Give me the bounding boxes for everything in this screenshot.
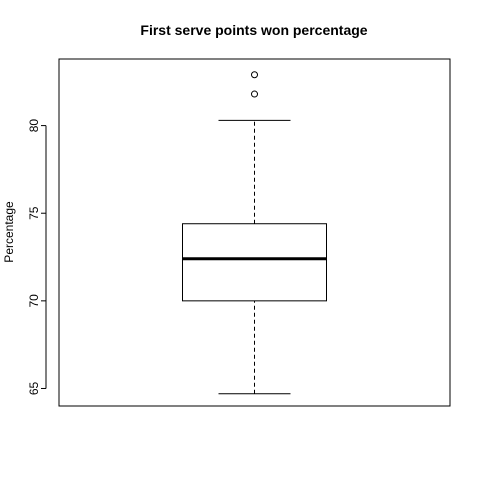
y-tick-label: 75 (27, 206, 41, 220)
plot-frame (58, 58, 451, 407)
y-tick-label: 80 (27, 119, 41, 133)
y-tick-label: 65 (27, 381, 41, 395)
box-and-whiskers (182, 71, 327, 395)
chart-title: First serve points won percentage (140, 22, 367, 38)
y-axis-label: Percentage (2, 201, 16, 263)
outlier-point (251, 90, 258, 98)
outlier-point (251, 71, 258, 79)
y-tick-label: 70 (27, 294, 41, 308)
interquartile-box (182, 223, 327, 302)
y-axis-ticks: 65 70 75 80 (27, 119, 46, 395)
